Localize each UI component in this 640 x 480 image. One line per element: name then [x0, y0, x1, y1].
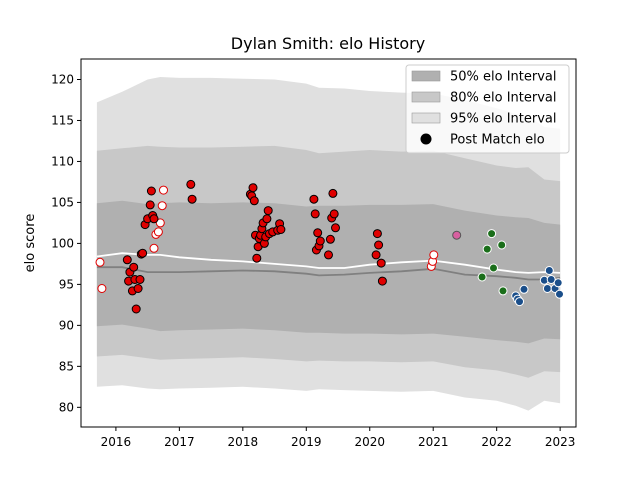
data-point: [263, 206, 273, 216]
legend-swatch: [411, 70, 441, 82]
data-point: [252, 253, 262, 263]
data-point: [376, 258, 386, 268]
data-point: [328, 188, 338, 198]
y-tick-label: 120: [51, 72, 74, 86]
data-point: [544, 266, 554, 275]
legend-swatch: [411, 91, 441, 103]
data-point: [95, 257, 105, 267]
series-line-0: [96, 266, 561, 281]
data-point: [131, 304, 141, 314]
x-tick-label: 2018: [228, 435, 259, 449]
data-point: [374, 240, 384, 250]
data-point: [262, 214, 272, 224]
data-point: [309, 194, 319, 204]
band-3: [96, 200, 561, 344]
data-point: [122, 255, 132, 265]
interval-bands: [96, 77, 561, 411]
data-point: [329, 209, 339, 219]
data-point: [315, 236, 325, 246]
data-point: [542, 284, 552, 293]
data-point: [149, 243, 159, 253]
data-point: [145, 200, 155, 210]
legend-label: 50% elo Interval: [450, 70, 557, 85]
chart-title: Dylan Smith: elo History: [231, 34, 425, 53]
x-tick-label: 2022: [481, 435, 512, 449]
y-tick-label: 110: [51, 154, 74, 168]
legend-label: 80% elo Interval: [450, 91, 557, 106]
x-tick-label: 2017: [164, 435, 195, 449]
data-point: [487, 229, 497, 239]
legend: 50% elo Interval 80% elo Interval 95% elo …: [405, 64, 570, 154]
data-point: [97, 284, 107, 293]
data-point: [149, 214, 159, 224]
data-point: [325, 234, 335, 244]
data-point: [129, 262, 139, 272]
data-point: [515, 297, 524, 307]
data-point: [138, 248, 148, 258]
legend-label: Post Match elo: [450, 133, 545, 148]
data-point: [497, 240, 507, 250]
data-point: [429, 250, 439, 260]
series-line-1: [96, 252, 561, 274]
data-point: [377, 276, 387, 286]
data-point: [159, 185, 168, 195]
data-point: [313, 228, 323, 238]
y-tick-label: 95: [59, 277, 74, 291]
y-tick-label: 85: [59, 359, 74, 373]
y-axis-label: elo score: [23, 214, 38, 273]
data-point: [498, 286, 508, 296]
legend-box: [405, 64, 570, 154]
data-point: [276, 225, 286, 234]
data-point: [489, 263, 498, 273]
data-point: [477, 272, 487, 282]
y-axis: 80 85 90 95 100 105 110 115 120: [51, 72, 81, 414]
data-point: [310, 209, 320, 219]
data-point: [553, 278, 563, 288]
legend-label: 95% elo Interval: [450, 112, 557, 127]
legend-swatch: [411, 112, 441, 124]
data-point: [519, 284, 529, 294]
data-point: [133, 284, 143, 293]
data-point: [186, 179, 196, 189]
trend-lines: [96, 252, 561, 281]
data-point: [371, 250, 381, 260]
y-tick-label: 80: [59, 400, 74, 414]
data-point: [331, 223, 340, 233]
data-point: [249, 196, 259, 206]
data-point: [155, 218, 165, 228]
data-point: [482, 244, 492, 254]
data-point: [157, 201, 167, 211]
x-tick-label: 2021: [418, 435, 449, 449]
data-point: [146, 186, 156, 196]
data-point: [248, 183, 258, 193]
data-point: [135, 275, 145, 284]
x-tick-label: 2016: [101, 435, 132, 449]
x-tick-label: 2020: [354, 435, 385, 449]
data-point: [153, 227, 163, 237]
x-tick-label: 2019: [291, 435, 322, 449]
data-points: [95, 179, 564, 314]
x-tick-label: 2023: [545, 435, 576, 449]
data-point: [452, 230, 462, 240]
y-tick-label: 105: [51, 195, 74, 209]
data-point: [372, 229, 382, 239]
y-tick-label: 90: [59, 318, 74, 332]
x-axis: 2016 2017 2018 2019 2020 2021 2022 2023: [101, 427, 576, 449]
data-point: [555, 289, 564, 299]
y-tick-label: 100: [51, 236, 74, 250]
data-point: [187, 194, 197, 204]
y-tick-label: 115: [51, 113, 74, 127]
data-point: [324, 250, 333, 260]
legend-marker: [420, 133, 432, 145]
